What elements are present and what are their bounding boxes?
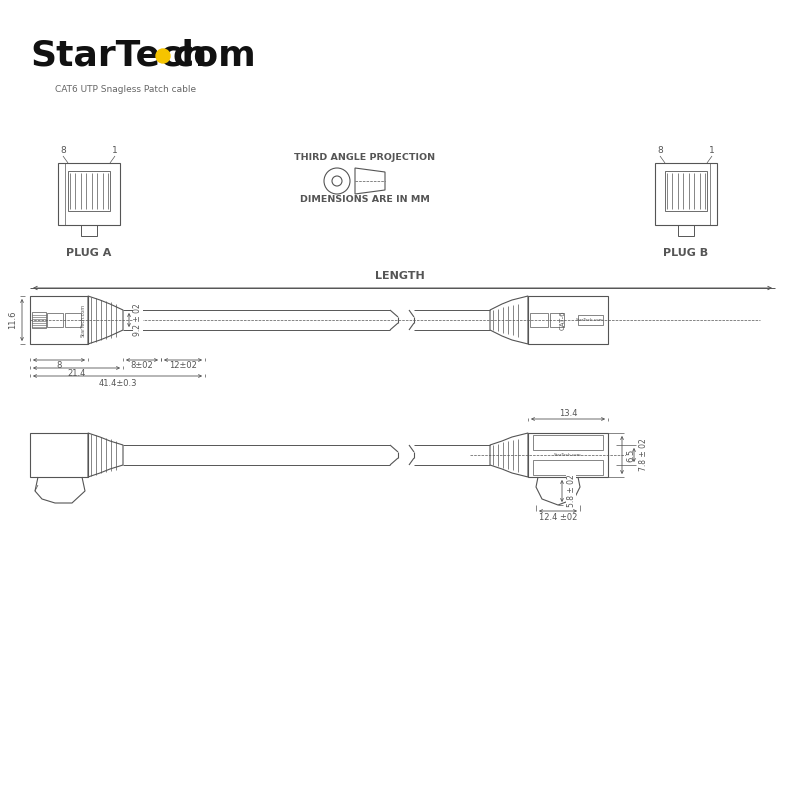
Text: PLUG B: PLUG B [663,248,709,258]
Bar [665,171,707,211]
Text: CAT-6: CAT-6 [560,310,566,330]
Bar [47,313,63,327]
Text: 41.4±0.3: 41.4±0.3 [98,378,137,387]
Text: PLUG A: PLUG A [66,248,112,258]
Text: 8±02: 8±02 [130,362,154,370]
Bar [550,313,564,327]
Bar [65,313,81,327]
Bar [528,296,608,344]
Text: StarTech.com: StarTech.com [81,303,86,337]
Text: 12.4 ±02: 12.4 ±02 [539,514,577,522]
Bar [530,313,548,327]
Text: 7.8 ± 02: 7.8 ± 02 [638,438,647,471]
Text: 12±02: 12±02 [169,362,197,370]
Bar [30,296,88,344]
Text: 1: 1 [709,146,715,155]
Text: 8: 8 [56,362,62,370]
Text: CAT6 UTP Snagless Patch cable: CAT6 UTP Snagless Patch cable [55,86,196,94]
Text: THIRD ANGLE PROJECTION: THIRD ANGLE PROJECTION [294,153,435,162]
Text: LENGTH: LENGTH [375,271,425,281]
Text: 13.4: 13.4 [558,409,578,418]
Bar [533,460,603,475]
Text: StarTech.com: StarTech.com [554,453,582,457]
Bar [30,433,88,477]
Text: StarTech: StarTech [30,38,207,72]
Bar [528,433,608,477]
Text: 9.2 ± 02: 9.2 ± 02 [134,304,142,336]
Text: StarTech.com: StarTech.com [576,318,604,322]
Text: 21.4: 21.4 [67,370,86,378]
Text: 5.8 ± 02: 5.8 ± 02 [566,474,575,507]
Bar [578,315,603,325]
Bar [678,225,694,236]
Circle shape [156,49,170,63]
Text: 11.6: 11.6 [9,310,18,330]
Text: 6.5: 6.5 [626,448,635,462]
Bar [533,435,603,450]
Bar [655,163,717,225]
Text: DIMENSIONS ARE IN MM: DIMENSIONS ARE IN MM [300,194,430,203]
Bar [32,312,46,328]
Text: 1: 1 [112,146,118,155]
Bar [58,163,120,225]
Text: 8: 8 [60,146,66,155]
Text: com: com [172,38,256,72]
Bar [81,225,97,236]
Bar [68,171,110,211]
Text: 8: 8 [657,146,663,155]
